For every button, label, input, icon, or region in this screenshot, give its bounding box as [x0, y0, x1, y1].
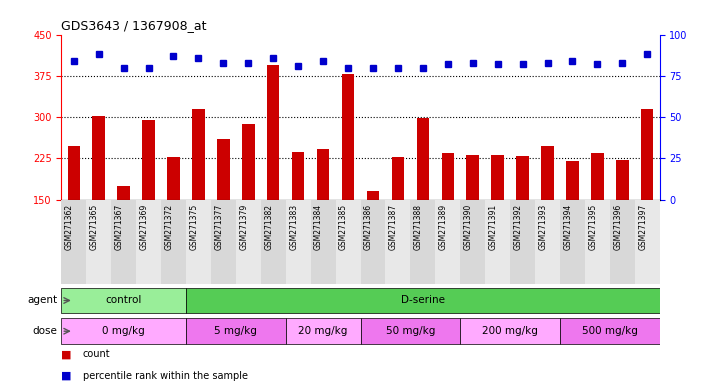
Text: GSM271362: GSM271362 [65, 204, 74, 250]
Bar [217, 139, 229, 200]
Bar [417, 118, 429, 200]
Bar [485, 200, 510, 284]
Bar [61, 200, 87, 284]
Bar [286, 318, 360, 344]
Bar [292, 152, 304, 200]
Bar [68, 146, 80, 200]
Text: agent: agent [27, 295, 58, 306]
Text: GSM271390: GSM271390 [464, 204, 473, 250]
Text: GDS3643 / 1367908_at: GDS3643 / 1367908_at [61, 19, 207, 32]
Text: GSM271379: GSM271379 [239, 204, 248, 250]
Bar [435, 200, 460, 284]
Bar [236, 200, 261, 284]
Bar [186, 288, 660, 313]
Bar [61, 288, 186, 313]
Text: GSM271377: GSM271377 [214, 204, 224, 250]
Text: GSM271375: GSM271375 [190, 204, 198, 250]
Text: 500 mg/kg: 500 mg/kg [582, 326, 638, 336]
Bar [335, 200, 360, 284]
Text: 50 mg/kg: 50 mg/kg [386, 326, 435, 336]
Text: GSM271391: GSM271391 [489, 204, 497, 250]
Text: ■: ■ [61, 371, 72, 381]
Text: percentile rank within the sample: percentile rank within the sample [83, 371, 248, 381]
Text: GSM271382: GSM271382 [264, 204, 273, 250]
Bar [560, 318, 660, 344]
Bar [516, 156, 528, 200]
Bar [616, 160, 629, 200]
Bar [460, 318, 560, 344]
Text: 20 mg/kg: 20 mg/kg [298, 326, 348, 336]
Text: dose: dose [32, 326, 58, 336]
Bar [466, 154, 479, 200]
Bar [111, 200, 136, 284]
Bar [367, 192, 379, 200]
Text: GSM271389: GSM271389 [439, 204, 448, 250]
Text: GSM271397: GSM271397 [638, 204, 647, 250]
Bar [61, 318, 186, 344]
Bar [492, 154, 504, 200]
Text: count: count [83, 349, 110, 359]
Text: 200 mg/kg: 200 mg/kg [482, 326, 538, 336]
Bar [560, 200, 585, 284]
Bar [142, 120, 155, 200]
Bar [641, 109, 653, 200]
Text: GSM271396: GSM271396 [614, 204, 622, 250]
Bar [535, 200, 560, 284]
Bar [311, 200, 335, 284]
Text: 0 mg/kg: 0 mg/kg [102, 326, 145, 336]
Bar [167, 157, 180, 200]
Text: D-serine: D-serine [401, 295, 445, 306]
Bar [342, 74, 354, 200]
Text: GSM271367: GSM271367 [115, 204, 123, 250]
Bar [118, 187, 130, 200]
Text: GSM271369: GSM271369 [140, 204, 149, 250]
Bar [610, 200, 634, 284]
Text: GSM271393: GSM271393 [539, 204, 547, 250]
Text: GSM271394: GSM271394 [563, 204, 572, 250]
Bar [186, 318, 286, 344]
Bar [392, 157, 404, 200]
Bar [541, 146, 554, 200]
Text: GSM271387: GSM271387 [389, 204, 398, 250]
Bar [92, 116, 105, 200]
Text: GSM271388: GSM271388 [414, 204, 423, 250]
Bar [136, 200, 161, 284]
Text: GSM271395: GSM271395 [588, 204, 598, 250]
Bar [510, 200, 535, 284]
Bar [286, 200, 311, 284]
Text: GSM271392: GSM271392 [513, 204, 523, 250]
Bar [410, 200, 435, 284]
Bar [161, 200, 186, 284]
Bar [634, 200, 660, 284]
Bar [186, 200, 211, 284]
Bar [211, 200, 236, 284]
Text: GSM271384: GSM271384 [314, 204, 323, 250]
Bar [242, 124, 255, 200]
Text: GSM271386: GSM271386 [364, 204, 373, 250]
Text: GSM271385: GSM271385 [339, 204, 348, 250]
Bar [441, 153, 454, 200]
Bar [267, 65, 280, 200]
Bar [460, 200, 485, 284]
Bar [585, 200, 610, 284]
Text: GSM271372: GSM271372 [164, 204, 174, 250]
Text: GSM271383: GSM271383 [289, 204, 298, 250]
Bar [591, 153, 603, 200]
Bar [87, 200, 111, 284]
Text: GSM271365: GSM271365 [89, 204, 99, 250]
Bar [317, 149, 329, 200]
Text: control: control [105, 295, 142, 306]
Text: 5 mg/kg: 5 mg/kg [214, 326, 257, 336]
Bar [386, 200, 410, 284]
Text: ■: ■ [61, 349, 72, 359]
Bar [566, 161, 579, 200]
Bar [193, 109, 205, 200]
Bar [261, 200, 286, 284]
Bar [360, 318, 460, 344]
Bar [360, 200, 386, 284]
